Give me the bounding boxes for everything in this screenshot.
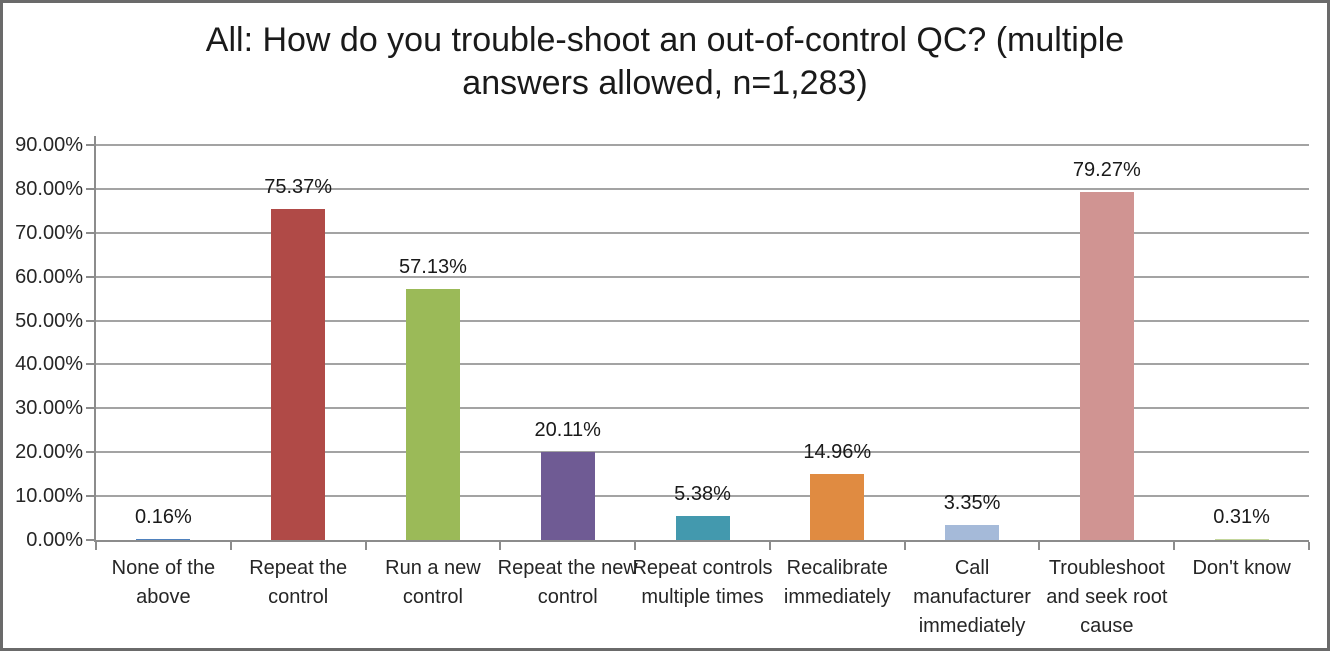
bar-repeat-controls-multiple-times <box>675 516 730 540</box>
y-tick-0 <box>86 539 94 541</box>
gridline-70 <box>96 231 1309 234</box>
x-tick-4 <box>634 542 637 550</box>
y-tick-label-90: 90.00% <box>15 134 83 156</box>
chart-title-line-1: All: How do you trouble-shoot an out-of-… <box>205 21 1125 59</box>
y-tick-10 <box>86 495 94 498</box>
category-label-repeat-the-control: Repeat the control <box>249 557 348 608</box>
gridline-30 <box>96 407 1309 410</box>
category-label-don-t-know: Don't know <box>1192 557 1291 579</box>
x-tick-8 <box>1173 542 1176 550</box>
y-tick-70 <box>86 231 94 234</box>
value-label-recalibrate-immediately: 14.96% <box>803 441 872 464</box>
x-tick-5 <box>768 542 771 550</box>
value-label-repeat-controls-multiple-times: 5.38% <box>674 483 731 506</box>
y-tick-90 <box>86 144 94 146</box>
gridline-10 <box>96 495 1309 498</box>
bar-none-of-the-above <box>136 539 191 540</box>
y-tick-20 <box>86 451 94 454</box>
value-label-call-manufacturer-immediately: 3.35% <box>943 492 1001 515</box>
y-tick-label-40: 40.00% <box>15 353 83 376</box>
value-label-none-of-the-above: 0.16% <box>135 506 192 528</box>
bar-repeat-the-new-control <box>540 451 595 540</box>
y-tick-label-50: 50.00% <box>15 309 83 332</box>
gridline-90 <box>96 144 1309 146</box>
category-label-repeat-the-new-control: Repeat the new control <box>497 557 638 608</box>
category-label-troubleshoot-and-seek-root-cause: Troubleshoot and seek root cause <box>1046 557 1168 637</box>
x-axis <box>94 540 1309 542</box>
y-tick-label-80: 80.00% <box>15 177 83 200</box>
bar-repeat-the-control <box>271 209 326 540</box>
gridline-50 <box>96 319 1309 322</box>
gridline-40 <box>96 363 1309 366</box>
y-tick-80 <box>86 187 94 190</box>
bar-call-manufacturer-immediately <box>945 525 1000 540</box>
x-tick-3 <box>499 542 502 550</box>
x-tick-7 <box>1038 542 1041 550</box>
bar-run-a-new-control <box>405 289 460 540</box>
bar-recalibrate-immediately <box>810 474 865 540</box>
x-tick-6 <box>903 542 906 550</box>
value-label-repeat-the-control: 75.37% <box>264 176 333 199</box>
gridline-60 <box>96 275 1309 278</box>
value-label-run-a-new-control: 57.13% <box>399 256 467 279</box>
value-label-don-t-know: 0.31% <box>1213 505 1270 528</box>
category-label-repeat-controls-multiple-times: Repeat controls multiple times <box>632 557 773 608</box>
x-tick-1 <box>229 542 232 550</box>
category-label-call-manufacturer-immediately: Call manufacturer immediately <box>913 557 1031 637</box>
category-label-run-a-new-control: Run a new control <box>385 557 481 608</box>
y-tick-label-0: 0.00% <box>26 529 83 551</box>
value-label-repeat-the-new-control: 20.11% <box>534 418 601 441</box>
category-label-none-of-the-above: None of the above <box>111 557 216 608</box>
gridline-80 <box>96 187 1309 190</box>
y-tick-label-60: 60.00% <box>15 265 83 288</box>
bar-don-t-know <box>1214 538 1269 540</box>
value-label-troubleshoot-and-seek-root-cause: 79.27% <box>1072 159 1141 182</box>
bar-troubleshoot-and-seek-root-cause <box>1079 192 1134 540</box>
y-tick-label-30: 30.00% <box>15 397 83 420</box>
y-tick-50 <box>86 319 94 322</box>
y-tick-label-70: 70.00% <box>15 221 83 244</box>
gridline-20 <box>96 451 1309 454</box>
y-axis <box>94 136 96 542</box>
x-tick-9 <box>1308 542 1310 550</box>
chart-title-line-2: answers allowed, n=1,283) <box>462 64 868 102</box>
x-tick-2 <box>364 542 367 550</box>
y-tick-60 <box>86 275 94 278</box>
y-tick-40 <box>86 363 94 366</box>
y-tick-30 <box>86 407 94 410</box>
y-tick-label-10: 10.00% <box>15 485 83 508</box>
x-tick-0 <box>95 542 97 550</box>
y-tick-label-20: 20.00% <box>15 441 83 464</box>
category-label-recalibrate-immediately: Recalibrate immediately <box>783 557 891 608</box>
chart-title: All: How do you trouble-shoot an out-of-… <box>3 19 1327 105</box>
